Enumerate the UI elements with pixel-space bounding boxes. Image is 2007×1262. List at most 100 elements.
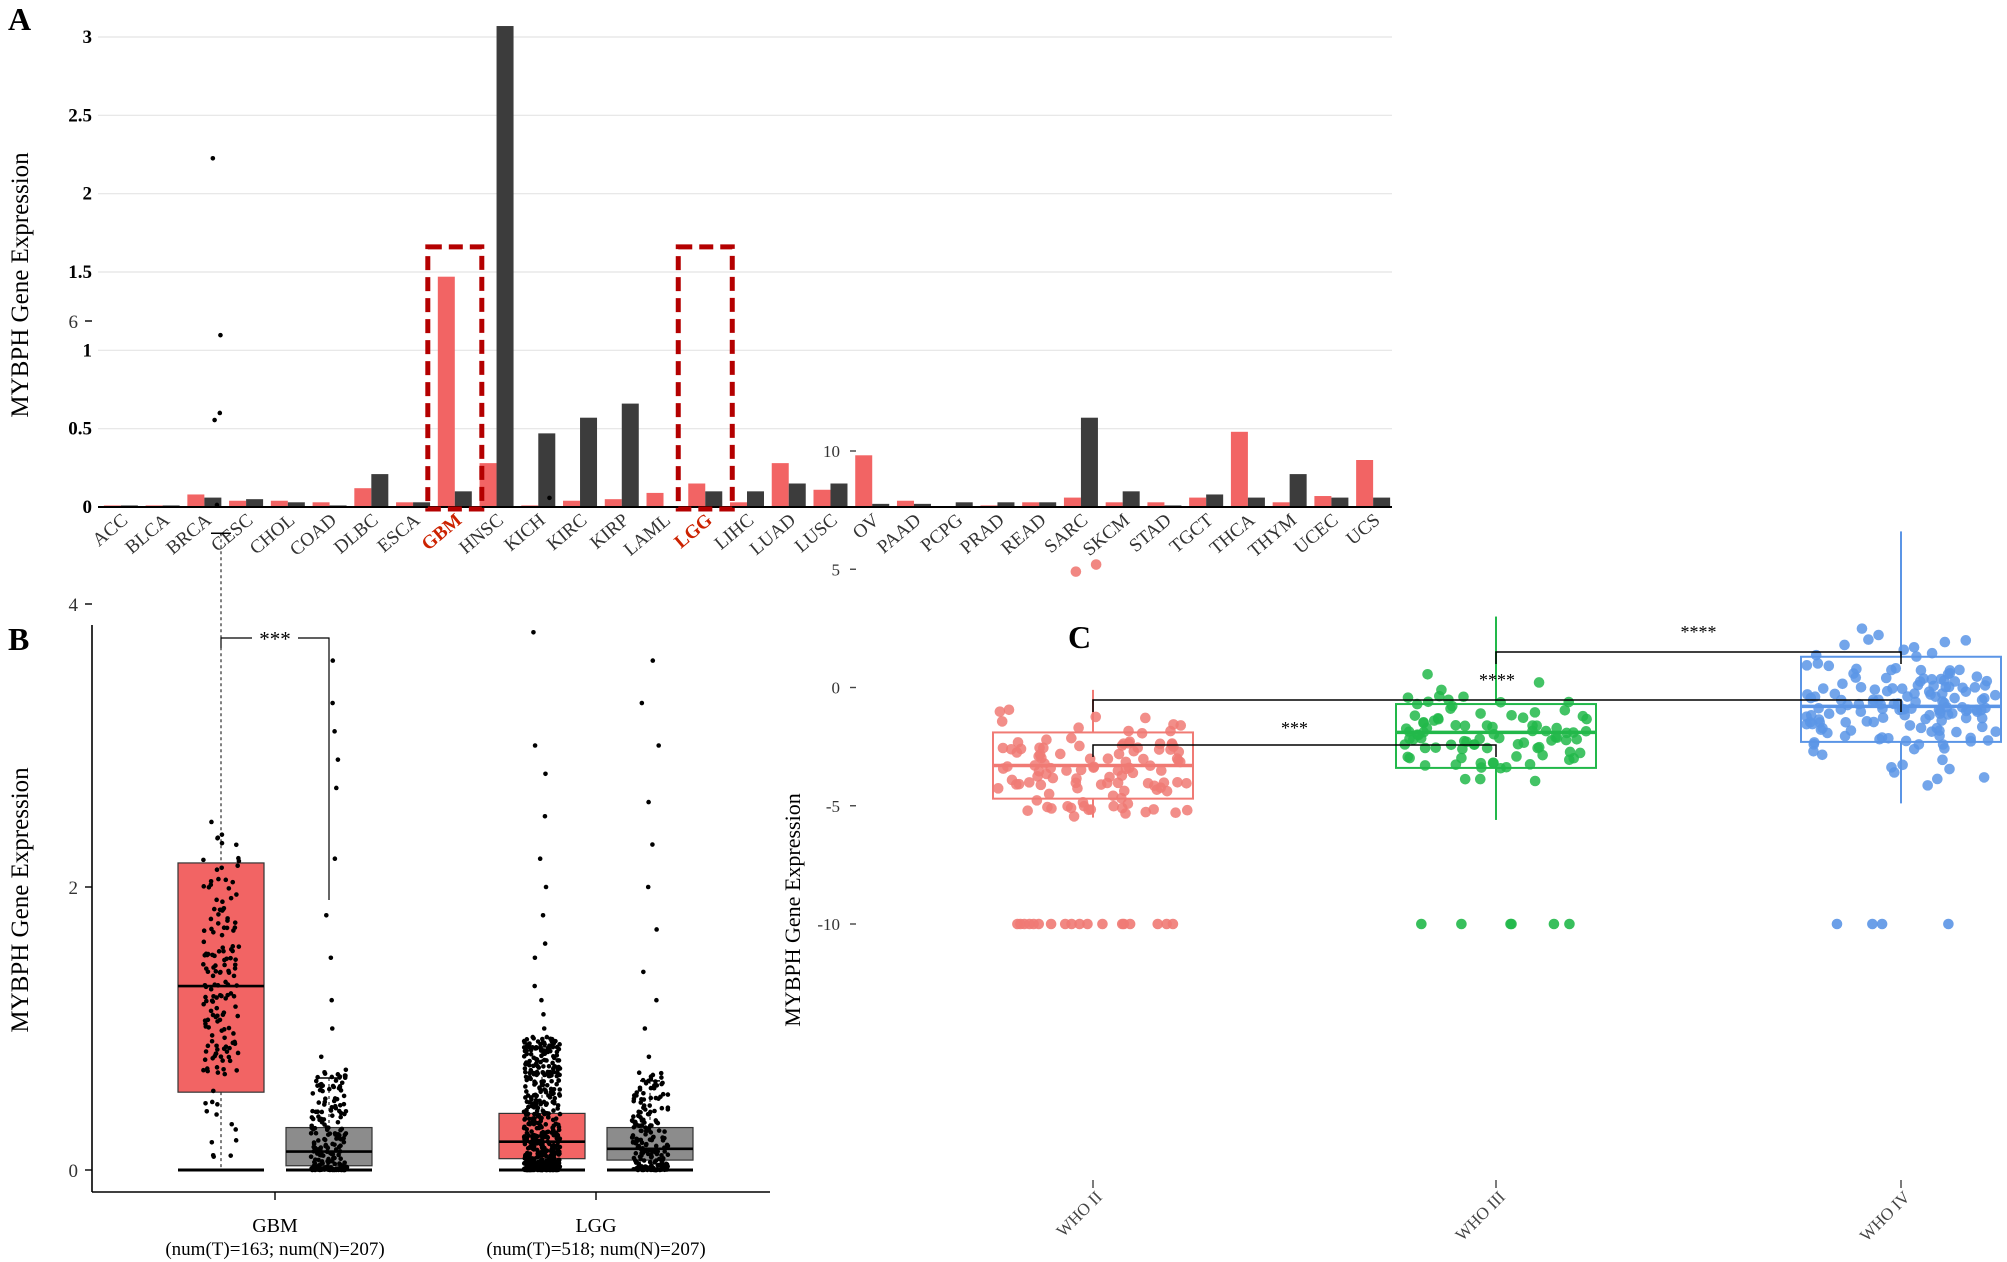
panel-a-y-tick-label: 2.5 <box>68 105 92 126</box>
point-who-ii <box>1071 773 1082 784</box>
point-gbm-normal <box>315 1074 320 1080</box>
point-gbm-normal <box>338 1167 344 1173</box>
point-who-iii <box>1529 775 1541 787</box>
point-gbm-tumor <box>219 932 225 938</box>
point-gbm-normal <box>337 1102 343 1108</box>
point-who-ii <box>1154 738 1166 750</box>
point-gbm-tumor <box>211 993 216 999</box>
point-lgg-normal <box>639 1117 645 1122</box>
point-gbm-normal <box>315 1138 321 1143</box>
point-gbm-tumor <box>214 1112 219 1117</box>
point-gbm-normal <box>341 1093 347 1099</box>
point-gbm-normal <box>319 1167 324 1173</box>
bar-normal-esca <box>413 502 431 507</box>
point-lgg-tumor <box>538 1152 543 1158</box>
panel-a-gridlines <box>98 36 1392 430</box>
point-who-iii <box>1559 704 1571 716</box>
panel-b-x-label-gbm: GBM <box>252 1215 298 1237</box>
point-gbm-tumor <box>236 855 241 861</box>
point-gbm-tumor <box>220 945 226 950</box>
panel-b-y-label: MYBPH Gene Expression <box>7 767 34 1033</box>
point-lgg-tumor <box>538 1089 543 1095</box>
point-lgg-tumor <box>540 1167 545 1173</box>
point-gbm-tumor <box>232 966 238 971</box>
point-who-iii <box>1533 677 1545 688</box>
point-lgg-tumor <box>529 1129 534 1134</box>
point-who-ii <box>1005 743 1017 755</box>
point-lgg-tumor <box>540 1108 546 1114</box>
outlier-lgg-normal <box>650 842 655 847</box>
point-lgg-normal <box>641 1103 647 1108</box>
outlier-gbm-normal <box>332 729 337 734</box>
point-lgg-normal <box>665 1105 671 1110</box>
point-gbm-normal <box>336 1086 342 1091</box>
panel-c-y-tick-label: -5 <box>826 797 840 816</box>
point-gbm-normal <box>312 1125 318 1131</box>
panel-b-y-tick-label: 2 <box>69 878 79 899</box>
point-who-ii <box>1123 725 1134 737</box>
point-lgg-tumor <box>527 1100 533 1105</box>
point-gbm-normal <box>329 1074 335 1080</box>
outlier-gbm-tumor <box>217 410 223 416</box>
point-gbm-normal <box>341 1139 347 1145</box>
panel-a-x-tick-label-dlbc: DLBC <box>330 510 382 559</box>
panel-a-y-tick-label: 2 <box>83 184 93 205</box>
bar-tumor-luad <box>771 463 789 507</box>
point-lgg-normal <box>638 1128 644 1134</box>
point-lgg-tumor <box>539 1157 545 1162</box>
point-who-iii <box>1433 713 1444 725</box>
point-lgg-tumor <box>553 1038 558 1044</box>
panel-c-x-label-who-ii: WHO II <box>1053 1187 1106 1240</box>
outlier-lgg-normal <box>639 700 645 706</box>
point-lgg-tumor <box>554 1081 559 1087</box>
point-lgg-tumor <box>551 1069 557 1075</box>
panel-c-boxes <box>992 531 2002 1188</box>
panel-a-bar-chart: 0 0.5 1 1.5 2 2.5 3 ACCBLCABRCACESCCHOLCOADDLB… <box>7 26 1392 562</box>
point-lgg-normal <box>652 1108 657 1114</box>
bar-normal-prad <box>997 502 1015 507</box>
point-gbm-tumor <box>215 1047 220 1052</box>
point-who-ii <box>1181 804 1193 816</box>
outlier-lgg-tumor <box>532 743 538 748</box>
panel-a-x-tick-label-hnsc: HNSC <box>455 510 507 559</box>
point-lgg-tumor <box>557 1164 563 1169</box>
point-lgg-normal <box>658 1070 664 1076</box>
point-lgg-normal <box>659 1105 665 1111</box>
point-lgg-normal <box>648 1167 653 1173</box>
bar-tumor-read <box>1022 502 1040 507</box>
point-lgg-normal <box>646 1128 652 1133</box>
point-who-iv <box>1880 672 1892 684</box>
point-who-iv <box>1971 671 1983 682</box>
point-lgg-tumor <box>552 1151 557 1156</box>
point-lgg-tumor <box>528 1139 534 1145</box>
panel-c-x-labels: WHO II WHO III WHO IV <box>1053 1187 1915 1245</box>
point-gbm-tumor <box>208 878 214 884</box>
point-lgg-tumor <box>522 1066 528 1071</box>
point-lgg-normal <box>634 1136 639 1142</box>
floor-point-who-iii <box>1456 918 1467 930</box>
point-gbm-tumor <box>216 949 222 954</box>
point-gbm-tumor <box>220 1058 225 1063</box>
point-gbm-normal <box>317 1162 323 1167</box>
bar-normal-paad <box>913 503 931 507</box>
point-who-iii <box>1422 668 1433 680</box>
point-gbm-tumor <box>225 982 231 987</box>
outlier-gbm-tumor <box>218 332 223 338</box>
point-lgg-tumor <box>523 1074 529 1080</box>
point-who-ii <box>1116 802 1128 814</box>
panel-a-x-tick-label-laml: LAML <box>620 510 675 561</box>
point-lgg-tumor <box>521 1054 527 1059</box>
bar-tumor-lihc <box>730 502 747 507</box>
point-who-iv <box>1869 684 1881 695</box>
point-lgg-tumor <box>522 1124 527 1130</box>
point-lgg-tumor <box>538 1059 543 1065</box>
panel-a-y-tick-label: 0.5 <box>68 419 92 440</box>
point-lgg-normal <box>636 1163 642 1169</box>
point-lgg-normal <box>648 1095 654 1101</box>
point-who-ii <box>1083 804 1094 816</box>
point-gbm-tumor <box>211 1088 216 1094</box>
bar-tumor-kirp <box>604 499 622 507</box>
point-gbm-tumor <box>230 879 236 885</box>
point-gbm-normal <box>326 1125 331 1131</box>
point-gbm-normal <box>308 1154 314 1159</box>
